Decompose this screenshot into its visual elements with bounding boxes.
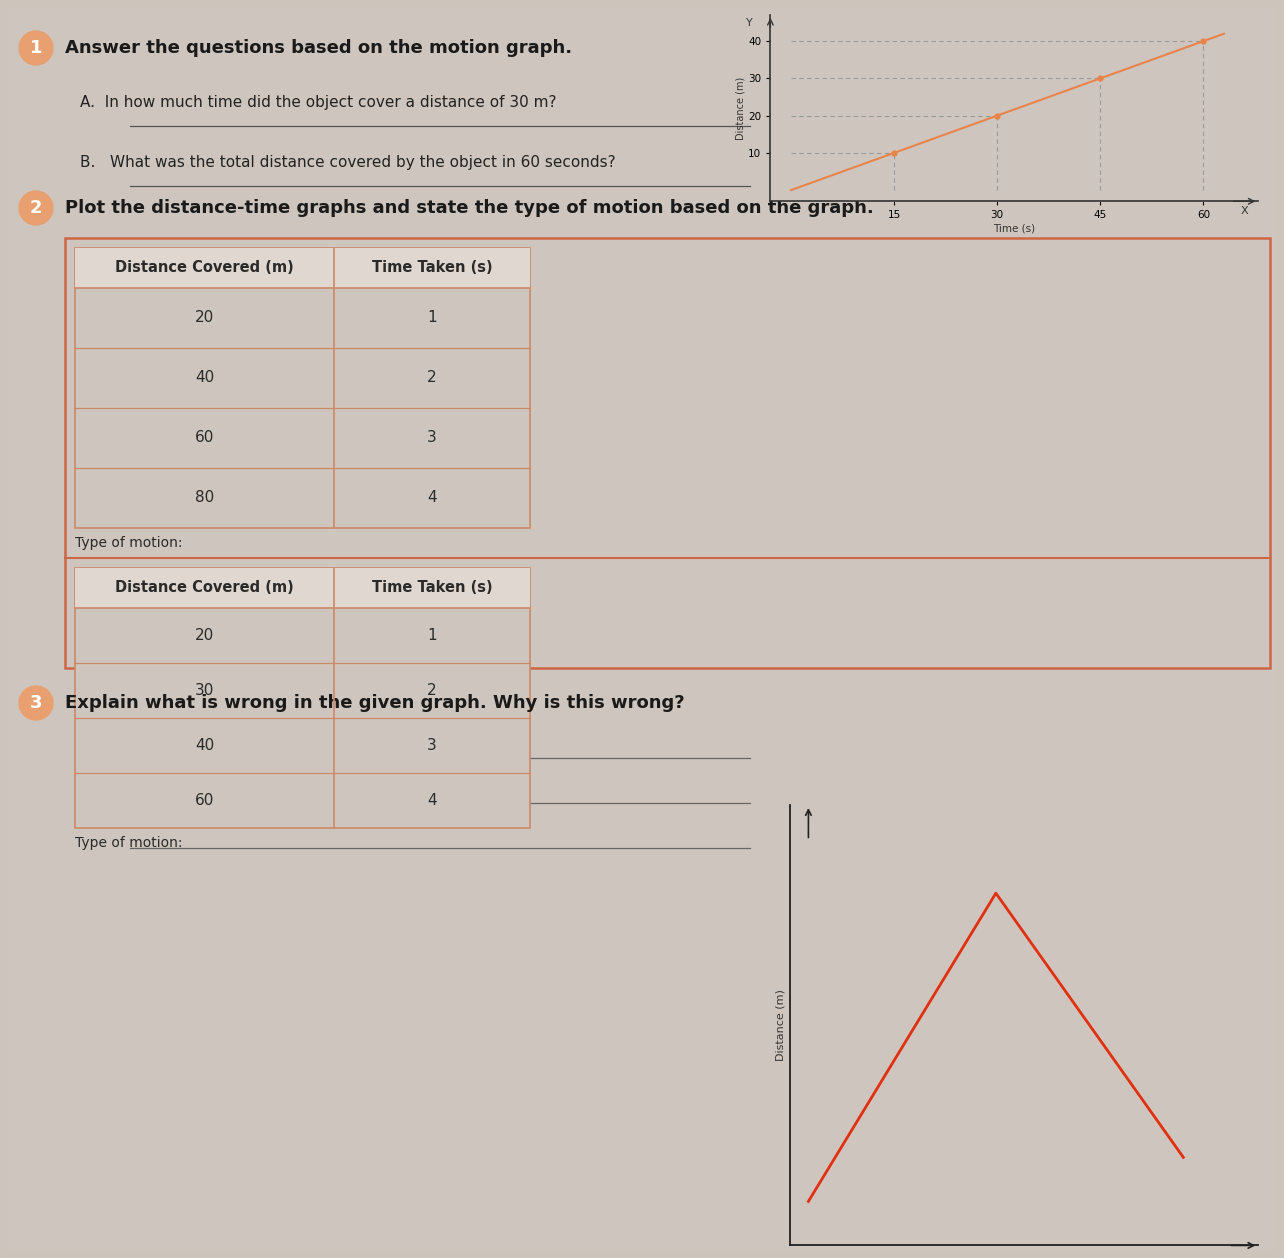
Y-axis label: Distance (m): Distance (m) [776, 989, 786, 1062]
X-axis label: Time (s): Time (s) [994, 223, 1035, 233]
Text: B.   What was the total distance covered by the object in 60 seconds?: B. What was the total distance covered b… [80, 156, 615, 171]
Text: Type of motion:: Type of motion: [74, 536, 182, 550]
Text: A.  In how much time did the object cover a distance of 30 m?: A. In how much time did the object cover… [80, 96, 556, 111]
Bar [74, 248, 530, 528]
Bar [74, 569, 530, 828]
Text: Distance Covered (m): Distance Covered (m) [116, 580, 294, 595]
Bar [74, 248, 530, 288]
Circle shape [19, 686, 53, 720]
Text: 2: 2 [428, 371, 437, 385]
Text: 2: 2 [30, 199, 42, 216]
Text: 40: 40 [195, 371, 214, 385]
Text: Type of motion:: Type of motion: [74, 837, 182, 850]
Text: Explain what is wrong in the given graph. Why is this wrong?: Explain what is wrong in the given graph… [65, 694, 684, 712]
Text: Time Taken (s): Time Taken (s) [372, 260, 493, 276]
Text: 4: 4 [428, 793, 437, 808]
Text: 1: 1 [428, 628, 437, 643]
Text: Answer the questions based on the motion graph.: Answer the questions based on the motion… [65, 39, 573, 57]
Text: 60: 60 [195, 793, 214, 808]
Text: X: X [1240, 205, 1248, 215]
Text: Distance Covered (m): Distance Covered (m) [116, 260, 294, 276]
Text: 3: 3 [30, 694, 42, 712]
Text: 30: 30 [195, 683, 214, 698]
Text: Time Taken (s): Time Taken (s) [372, 580, 493, 595]
Text: 20: 20 [195, 628, 214, 643]
Text: Y: Y [746, 18, 754, 28]
Text: Plot the distance-time graphs and state the type of motion based on the graph.: Plot the distance-time graphs and state … [65, 199, 873, 216]
Circle shape [19, 31, 53, 65]
Text: 60: 60 [195, 430, 214, 445]
Text: 2: 2 [428, 683, 437, 698]
Text: 3: 3 [428, 738, 437, 754]
Bar [65, 238, 1270, 668]
Bar [74, 569, 530, 608]
Text: 20: 20 [195, 311, 214, 326]
Text: 1: 1 [30, 39, 42, 57]
Text: 3: 3 [428, 430, 437, 445]
Text: 1: 1 [428, 311, 437, 326]
Text: 40: 40 [195, 738, 214, 754]
Text: 80: 80 [195, 491, 214, 506]
Y-axis label: Distance (m): Distance (m) [736, 77, 746, 140]
Circle shape [19, 191, 53, 225]
Text: 4: 4 [428, 491, 437, 506]
